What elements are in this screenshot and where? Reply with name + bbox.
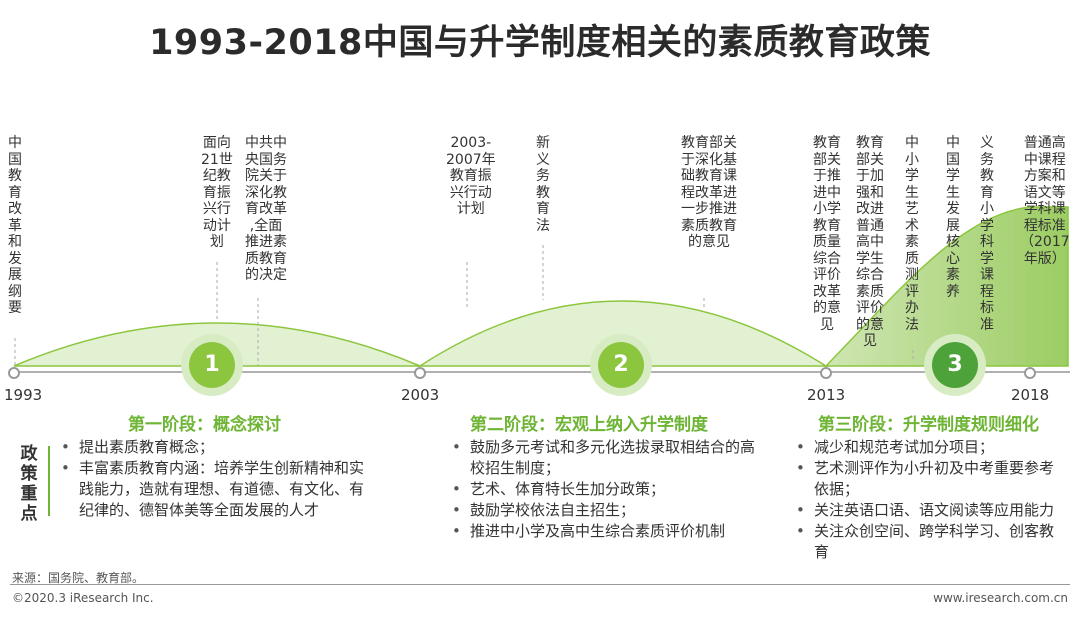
- list-item: 推进中小学及高中生综合素质评价机制: [446, 521, 758, 542]
- page-title: 1993-2018中国与升学制度相关的素质教育政策: [149, 23, 931, 63]
- policy-focus-divider: [48, 446, 50, 516]
- stage-3-policy-list: 减少和规范考试加分项目； 艺术测评作为小升初及中考重要参考依据； 关注英语口语、…: [790, 437, 1065, 563]
- stage-3-number: 3: [947, 352, 963, 377]
- list-item: 关注英语口语、语文阅读等应用能力: [790, 500, 1065, 521]
- list-item: 艺术测评作为小升初及中考重要参考依据；: [790, 458, 1065, 500]
- stage-2-number: 2: [613, 352, 629, 377]
- stage-3-badge: [924, 334, 986, 396]
- year-label-2018: 2018: [1011, 386, 1050, 404]
- stage-1-policy-list: 提出素质教育概念； 丰富素质教育内涵：培养学生创新精神和实践能力，造就有理想、有…: [55, 437, 373, 521]
- timeline-diagram: [8, 206, 1070, 396]
- year-marker-2003: [414, 367, 426, 379]
- list-item: 丰富素质教育内涵：培养学生创新精神和实践能力，造就有理想、有道德、有文化、有纪律…: [55, 458, 373, 521]
- event-label-7: 教育 部关 于推 进中 小学 教育 质量 综合 评价 改革 的意 见: [813, 135, 841, 333]
- list-item: 艺术、体育特长生加分政策；: [446, 479, 758, 500]
- event-label-1: 中 国 教 育 改 革 和 发 展 纲 要: [8, 135, 22, 316]
- event-label-3: 中共中 央国务 院关于 深化教 育改革 ,全面 推进素 质教育 的决定: [245, 135, 287, 283]
- list-item: 减少和规范考试加分项目；: [790, 437, 1065, 458]
- policy-focus-label: 政 策 重 点: [20, 444, 38, 524]
- list-item: 提出素质教育概念；: [55, 437, 373, 458]
- year-label-2003: 2003: [401, 386, 440, 404]
- stage-1-badge: [181, 334, 243, 396]
- event-label-12: 普通高 中课程 方案和 语文等 学科课 程标准 （2017 年版）: [1020, 135, 1070, 267]
- stage-1-number: 1: [204, 352, 220, 377]
- copyright: ©2020.3 iResearch Inc.: [12, 591, 154, 605]
- list-item: 鼓励学校依法自主招生；: [446, 500, 758, 521]
- event-label-2: 面向 21世 纪教 育振 兴行 动计 划: [201, 135, 233, 250]
- event-label-6: 教育部关 于深化基 础教育课 程改革进 一步推进 素质教育 的意见: [681, 135, 737, 250]
- list-item: 鼓励多元考试和多元化选拔录取相结合的高校招生制度；: [446, 437, 758, 479]
- year-marker-2018: [1024, 367, 1036, 379]
- stage-2-hill: [417, 300, 829, 367]
- list-item: 关注众创空间、跨学科学习、创客教育: [790, 521, 1065, 563]
- event-label-5: 新 义 务 教 育 法: [536, 135, 550, 234]
- stage-2-badge: [590, 334, 652, 396]
- year-label-1993: 1993: [4, 386, 43, 404]
- year-label-2013: 2013: [807, 386, 846, 404]
- event-label-9: 中 小 学 生 艺 术 素 质 测 评 办 法: [905, 135, 919, 333]
- website-link[interactable]: www.iresearch.com.cn: [933, 591, 1068, 605]
- stage-2-policy-list: 鼓励多元考试和多元化选拔录取相结合的高校招生制度； 艺术、体育特长生加分政策； …: [446, 437, 758, 542]
- year-marker-2013: [820, 367, 832, 379]
- stage-3-hill: [824, 206, 1069, 367]
- event-label-10: 中 国 学 生 发 展 核 心 素 养: [946, 135, 960, 300]
- stage-2-title: 第二阶段：宏观上纳入升学制度: [470, 415, 708, 435]
- event-label-8: 教育 部关 于加 强和 改进 普通 高中 学生 综合 素质 评价 的意 见: [856, 135, 884, 349]
- stage-1-title: 第一阶段：概念探讨: [128, 415, 281, 435]
- footer-divider: [10, 584, 1070, 585]
- stage-3-title: 第三阶段：升学制度规则细化: [818, 415, 1039, 435]
- event-label-4: 2003- 2007年 教育振 兴行动 计划: [446, 135, 496, 217]
- event-label-11: 义 务 教 育 小 学 科 学 课 程 标 准: [980, 135, 994, 333]
- source-note: 来源：国务院、教育部。: [12, 571, 145, 585]
- year-marker-1993: [8, 367, 20, 379]
